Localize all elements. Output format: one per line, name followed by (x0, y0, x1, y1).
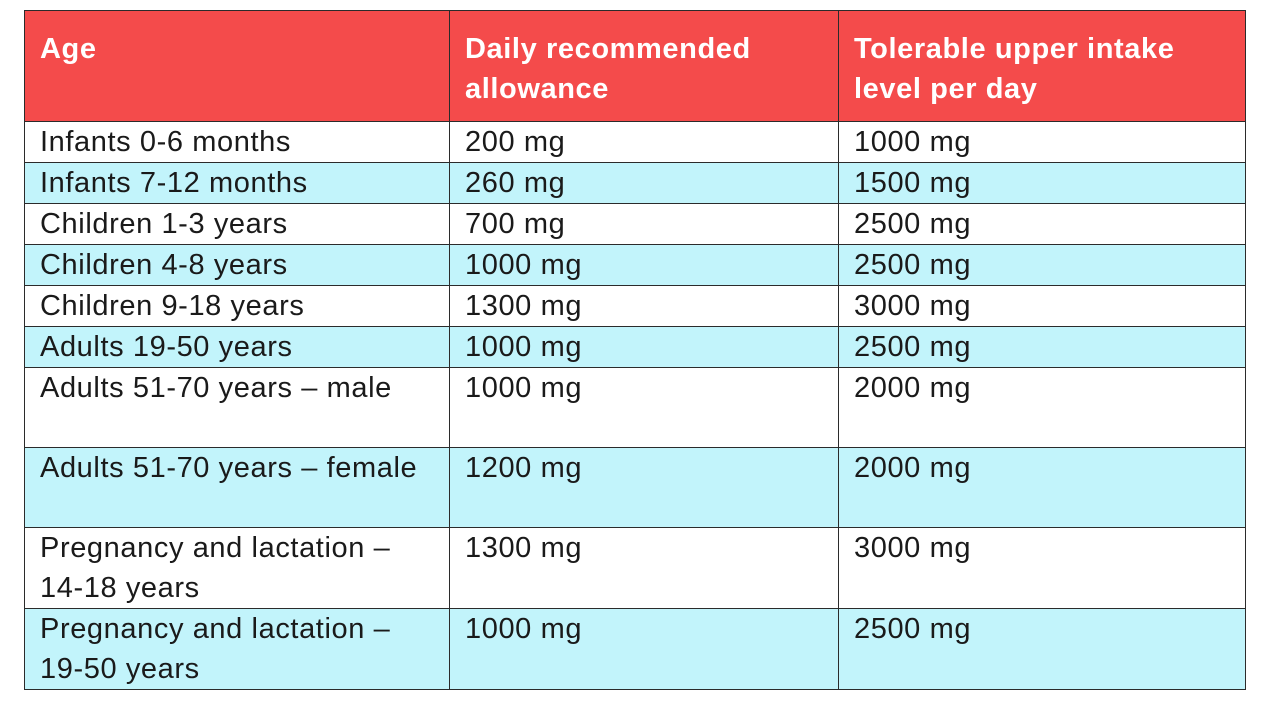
header-upper-intake: Tolerable upper intake level per day (838, 10, 1246, 122)
table-row: Adults 19-50 years 1000 mg 2500 mg (24, 326, 1246, 368)
table-body: Infants 0-6 months 200 mg 1000 mg Infant… (24, 121, 1246, 690)
cell-upper: 1000 mg (838, 121, 1246, 163)
cell-upper: 3000 mg (838, 527, 1246, 609)
header-daily-allowance: Daily recommended allowance (449, 10, 839, 122)
cell-age: Adults 19-50 years (24, 326, 450, 368)
cell-daily: 1000 mg (449, 608, 839, 690)
cell-daily: 1000 mg (449, 326, 839, 368)
cell-age: Pregnancy and lactation – 14-18 years (24, 527, 450, 609)
cell-age: Children 9-18 years (24, 285, 450, 327)
table-row: Adults 51-70 years – female 1200 mg 2000… (24, 447, 1246, 528)
cell-daily: 1200 mg (449, 447, 839, 528)
cell-upper: 1500 mg (838, 162, 1246, 204)
cell-daily: 260 mg (449, 162, 839, 204)
cell-age: Adults 51-70 years – female (24, 447, 450, 528)
cell-age: Infants 7-12 months (24, 162, 450, 204)
cell-age: Pregnancy and lactation – 19-50 years (24, 608, 450, 690)
cell-daily: 700 mg (449, 203, 839, 245)
header-row: Age Daily recommended allowance Tolerabl… (24, 10, 1246, 122)
table-row: Pregnancy and lactation – 14-18 years 13… (24, 527, 1246, 609)
cell-daily: 1000 mg (449, 367, 839, 448)
cell-upper: 2000 mg (838, 447, 1246, 528)
cell-age: Children 4-8 years (24, 244, 450, 286)
cell-upper: 2500 mg (838, 244, 1246, 286)
table-row: Infants 0-6 months 200 mg 1000 mg (24, 121, 1246, 163)
calcium-intake-table-container: Age Daily recommended allowance Tolerabl… (24, 10, 1246, 690)
table-row: Adults 51-70 years – male 1000 mg 2000 m… (24, 367, 1246, 448)
cell-daily: 1000 mg (449, 244, 839, 286)
cell-upper: 2500 mg (838, 203, 1246, 245)
table-row: Children 9-18 years 1300 mg 3000 mg (24, 285, 1246, 327)
cell-age: Infants 0-6 months (24, 121, 450, 163)
cell-age: Adults 51-70 years – male (24, 367, 450, 448)
calcium-intake-table: Age Daily recommended allowance Tolerabl… (24, 10, 1246, 690)
table-row: Infants 7-12 months 260 mg 1500 mg (24, 162, 1246, 204)
table-row: Children 4-8 years 1000 mg 2500 mg (24, 244, 1246, 286)
cell-upper: 2000 mg (838, 367, 1246, 448)
cell-daily: 200 mg (449, 121, 839, 163)
cell-upper: 3000 mg (838, 285, 1246, 327)
cell-daily: 1300 mg (449, 285, 839, 327)
header-age: Age (24, 10, 450, 122)
cell-age: Children 1-3 years (24, 203, 450, 245)
table-row: Pregnancy and lactation – 19-50 years 10… (24, 608, 1246, 690)
table-row: Children 1-3 years 700 mg 2500 mg (24, 203, 1246, 245)
cell-upper: 2500 mg (838, 326, 1246, 368)
cell-daily: 1300 mg (449, 527, 839, 609)
cell-upper: 2500 mg (838, 608, 1246, 690)
table-header: Age Daily recommended allowance Tolerabl… (24, 10, 1246, 122)
